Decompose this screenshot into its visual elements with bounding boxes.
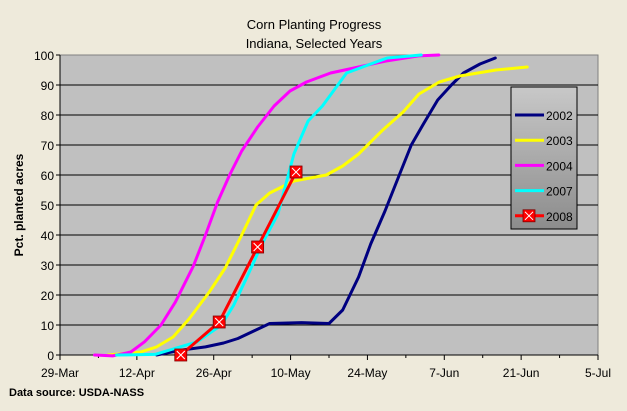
y-tick-label: 80 [41, 109, 55, 123]
chart-title: Corn Planting Progress [247, 17, 382, 32]
x-tick-label: 21-Jun [503, 366, 540, 380]
legend-label-2004: 2004 [546, 159, 573, 173]
x-tick-label: 12-Apr [119, 366, 155, 380]
x-tick-label: 5-Jul [585, 366, 611, 380]
series-line-2003 [106, 65, 529, 357]
data-source: Data source: USDA-NASS [9, 387, 144, 399]
y-tick-label: 40 [41, 229, 55, 243]
data-point-2008-x [291, 167, 301, 177]
legend-label-2008: 2008 [546, 210, 573, 224]
y-tick-label: 60 [41, 169, 55, 183]
chart-subtitle: Indiana, Selected Years [246, 36, 383, 51]
y-tick-label: 10 [41, 319, 55, 333]
x-tick-label: 10-May [271, 366, 311, 380]
x-tick-label: 26-Apr [196, 366, 232, 380]
series-line-2008 [179, 170, 298, 357]
legend-label-2003: 2003 [546, 134, 573, 148]
series-line-2007 [115, 53, 423, 357]
legend-label-2007: 2007 [546, 185, 573, 199]
y-axis-label: Pct. planted acres [12, 153, 26, 256]
y-tick-label: 30 [41, 259, 55, 273]
y-tick-label: 100 [34, 49, 54, 63]
legend-box [510, 86, 578, 230]
series-line-2004 [93, 53, 441, 358]
data-point-2008-x [214, 317, 224, 327]
y-tick-label: 0 [47, 349, 54, 363]
x-tick-label: 7-Jun [429, 366, 459, 380]
x-tick-label: 24-May [347, 366, 387, 380]
data-point-2008-x [176, 350, 186, 360]
series-line-2002 [155, 56, 497, 357]
legend-label-2002: 2002 [546, 109, 573, 123]
data-point-2008-x [253, 242, 262, 252]
x-tick-label: 29-Mar [41, 366, 79, 380]
y-tick-label: 90 [41, 79, 55, 93]
y-tick-label: 20 [41, 289, 55, 303]
y-tick-label: 50 [41, 199, 55, 213]
legend: 2002 2003 2004 2007 2008 [510, 86, 578, 230]
y-tick-label: 70 [41, 139, 55, 153]
legend-marker-2008-x [524, 211, 534, 221]
